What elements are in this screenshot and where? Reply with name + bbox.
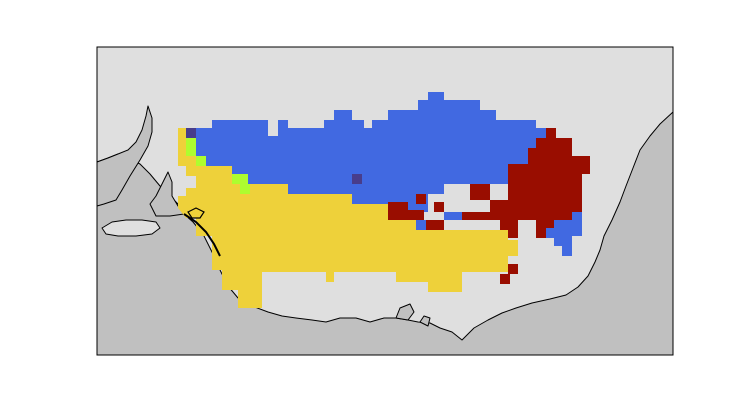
- kangaroo-island: [101, 219, 161, 237]
- cluster-dark-red-cell: [470, 184, 490, 200]
- cluster-dark-red-cell: [434, 202, 444, 212]
- cluster-lime-cell: [196, 156, 206, 166]
- cluster-dark-red-cell: [538, 230, 546, 238]
- western-port-bay: [419, 315, 431, 327]
- cluster-dark-red-cell: [500, 274, 510, 284]
- cluster-dark-red-cell: [388, 202, 408, 220]
- port-phillip-bay: [395, 303, 415, 321]
- lake-alexandrina: [187, 207, 205, 219]
- coorong-coastline: [183, 213, 221, 257]
- cluster-lime-cell: [240, 184, 250, 194]
- gulf-water-east: [149, 171, 185, 217]
- cluster-blue-cell: [416, 220, 426, 230]
- map-frame-border: [96, 46, 674, 356]
- cluster-blue-cell: [444, 212, 466, 220]
- cluster-lime-cell: [186, 138, 196, 156]
- cluster-dark-red-cell: [426, 220, 444, 230]
- cluster-dark-red-cell: [408, 210, 424, 220]
- cluster-dark-red: [462, 128, 590, 238]
- gulf-water: [96, 105, 153, 207]
- cluster-dark-blue-cell: [352, 174, 362, 184]
- cluster-dark-red-cell: [416, 194, 426, 204]
- cluster-grid: [178, 92, 590, 308]
- cluster-yellow: [178, 128, 518, 308]
- cluster-blue: [196, 92, 548, 212]
- cluster-lime-cell: [232, 174, 248, 184]
- cluster-blue-east: [546, 212, 582, 256]
- cluster-dark-blue-cell: [186, 128, 196, 138]
- cluster-dark-red-cell: [508, 264, 518, 274]
